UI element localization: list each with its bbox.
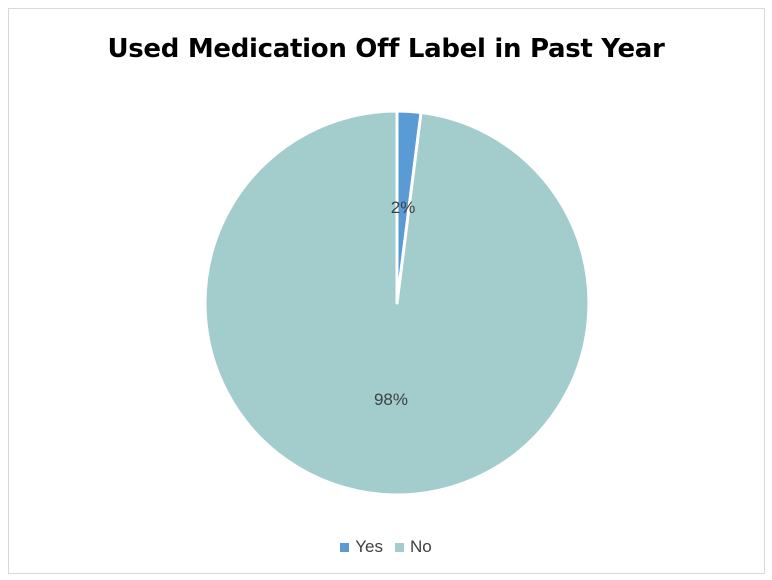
legend-swatch-no (395, 542, 404, 552)
pie-labels: 2% 98% (374, 198, 415, 409)
data-label-yes: 2% (391, 198, 416, 217)
legend: Yes No (0, 537, 772, 557)
data-label-no: 98% (374, 390, 408, 409)
legend-item-yes: Yes (340, 537, 383, 557)
legend-item-no: No (395, 537, 432, 557)
legend-label-no: No (410, 537, 432, 556)
chart-title: Used Medication Off Label in Past Year (107, 34, 665, 64)
legend-swatch-yes (340, 542, 350, 552)
legend-label-yes: Yes (355, 537, 383, 556)
pie-slices (203, 109, 591, 497)
pie-slice-no (203, 109, 591, 497)
